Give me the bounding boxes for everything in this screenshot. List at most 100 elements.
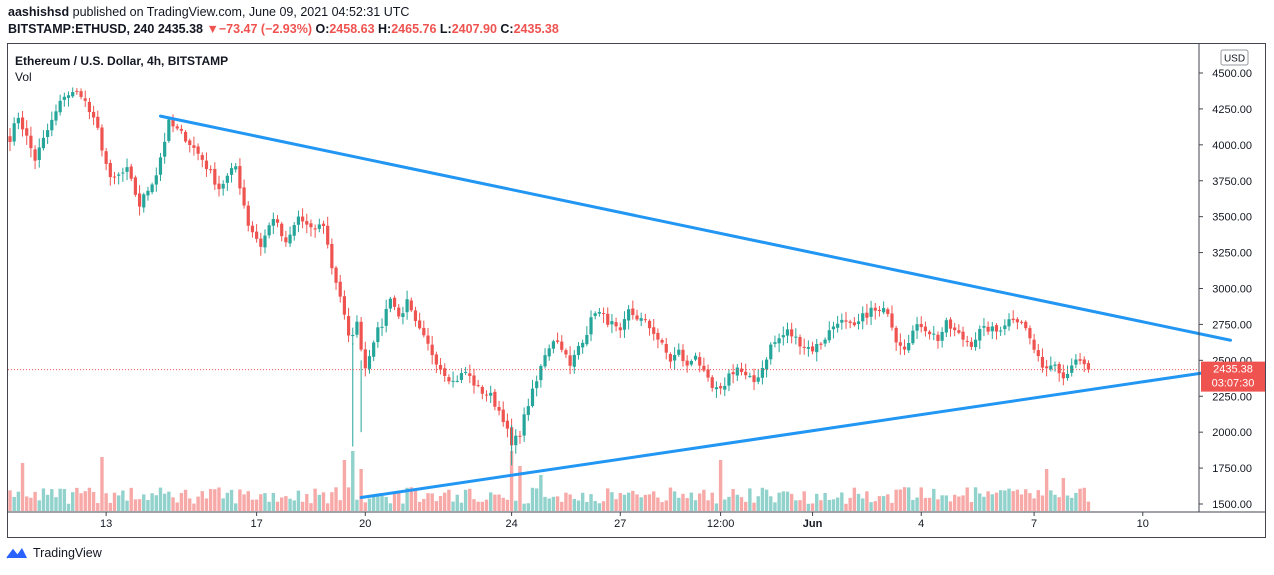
candle-body — [744, 371, 748, 376]
volume-bar — [359, 469, 363, 511]
volume-bar — [639, 497, 643, 511]
volume-bar — [735, 494, 740, 511]
volume-bar — [75, 487, 79, 511]
candle-body — [37, 147, 41, 160]
candle-body — [476, 385, 480, 387]
candle-body — [601, 313, 606, 315]
candle-body — [87, 101, 92, 113]
volume-bar — [526, 503, 531, 511]
volume-bar — [760, 487, 765, 511]
candle-body — [815, 344, 819, 353]
currency-button[interactable]: USD — [1220, 49, 1249, 66]
candle-body — [33, 149, 37, 161]
volume-bar — [179, 493, 184, 511]
candle-body — [514, 435, 518, 446]
volume-bar — [371, 496, 376, 511]
candle-body — [401, 313, 405, 317]
candle-body — [100, 127, 104, 151]
volume-bar — [718, 460, 723, 511]
candle-body — [321, 223, 326, 226]
brand-name[interactable]: TradingView — [33, 546, 102, 560]
volume-bar — [234, 503, 238, 511]
candle-body — [890, 313, 894, 328]
volume-bar — [50, 489, 54, 511]
candle-body — [1024, 321, 1028, 329]
candle-body — [882, 308, 886, 313]
volume-bar — [1078, 488, 1082, 511]
volume-bar — [664, 500, 668, 511]
candle-body — [932, 333, 936, 335]
author-name[interactable]: aashishsd — [8, 5, 70, 19]
volume-bar — [672, 491, 677, 511]
candle-body — [614, 322, 618, 327]
volume-bar — [246, 491, 250, 511]
candle-body — [647, 320, 652, 329]
volume-bar — [622, 494, 627, 511]
candle-body — [723, 385, 727, 390]
volume-bar — [894, 489, 898, 511]
candle-body — [877, 309, 882, 311]
price-tick-label: 4000.00 — [1212, 140, 1252, 152]
volume-bar — [309, 503, 313, 511]
volume-bar — [982, 496, 986, 511]
volume-bar — [288, 498, 292, 511]
volume-bar — [1015, 489, 1020, 511]
candle-body — [1007, 319, 1011, 327]
trendline-upper[interactable] — [158, 114, 1233, 342]
volume-bar — [125, 500, 129, 511]
candle-body — [773, 342, 777, 344]
candle-body — [535, 381, 539, 389]
volume-bar — [923, 497, 928, 511]
candle-body — [158, 157, 163, 175]
candle-body — [806, 347, 810, 349]
candle-body — [831, 326, 836, 330]
volume-bar — [1040, 495, 1045, 511]
volume-bar — [217, 487, 221, 511]
candle-body — [263, 235, 267, 248]
volume-bar — [643, 494, 648, 511]
volume-bar — [200, 491, 204, 511]
candle-body — [242, 187, 246, 206]
price-tick-label: 4500.00 — [1212, 68, 1252, 80]
volume-bar — [534, 488, 539, 511]
candle-body — [200, 155, 204, 160]
candle-body — [376, 327, 380, 343]
candle-body — [1003, 325, 1007, 330]
currency-label: USD — [1224, 54, 1245, 65]
time-tick-label: 12:00 — [707, 518, 735, 530]
volume-bar — [305, 494, 309, 511]
volume-bar — [873, 501, 877, 511]
candle-body — [121, 172, 125, 174]
candle-body — [62, 96, 66, 100]
candle-body — [1028, 328, 1032, 339]
candle-body — [677, 349, 681, 355]
candle-body — [288, 234, 292, 244]
candle-body — [75, 90, 79, 92]
volume-bar — [313, 488, 317, 511]
trendline-lower[interactable] — [359, 366, 1237, 500]
volume-bar — [706, 500, 710, 511]
volume-bar — [346, 487, 351, 511]
candle-body — [480, 386, 484, 394]
candle-body — [459, 373, 464, 380]
volume-bar — [865, 491, 869, 511]
candle-body — [589, 317, 593, 335]
volume-layer — [8, 451, 1091, 511]
candle-body — [944, 320, 948, 333]
volume-bar — [463, 489, 468, 511]
candle-body — [484, 394, 489, 396]
candle-body — [372, 342, 376, 357]
volume-bar — [848, 497, 852, 511]
candle-body — [631, 308, 635, 316]
candle-body — [163, 141, 167, 157]
candle-body — [702, 365, 706, 371]
volume-bar — [493, 494, 497, 511]
time-tick-label: 7 — [1031, 518, 1037, 530]
volume-bar — [62, 489, 67, 511]
volume-bar — [188, 498, 192, 511]
candle-body — [66, 95, 71, 98]
volume-bar — [518, 466, 522, 511]
volume-bar — [560, 501, 564, 511]
candle-body — [999, 330, 1003, 332]
